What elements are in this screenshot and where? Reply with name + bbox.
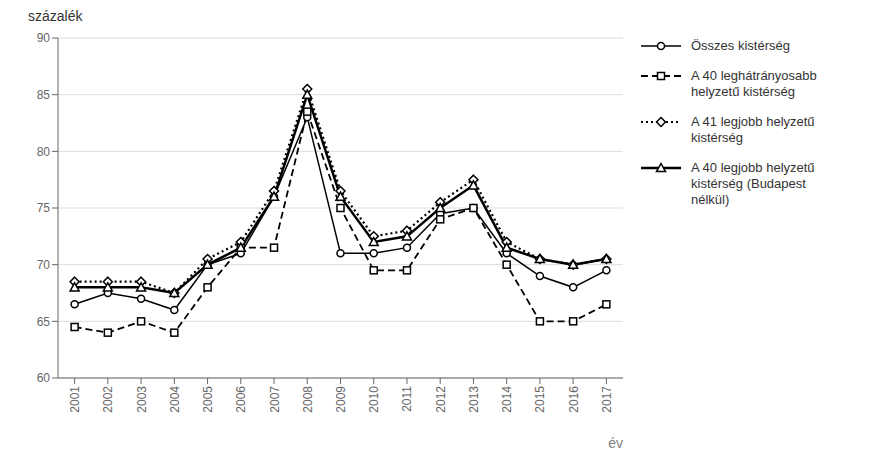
html-text:A 40 legjobb helyzetű kistérsé: A 40 legjobb helyzetű kistérség (Budapes… xyxy=(691,160,815,207)
svg-text:2014: 2014 xyxy=(500,386,514,413)
svg-text:2008: 2008 xyxy=(301,386,315,413)
svg-text:75: 75 xyxy=(37,201,51,215)
html-text:százalék: százalék xyxy=(28,8,83,24)
html-text:Összes kistérség: Összes kistérség xyxy=(691,38,790,53)
svg-text:2016: 2016 xyxy=(567,386,581,413)
svg-text:2007: 2007 xyxy=(268,386,282,413)
svg-text:85: 85 xyxy=(37,88,51,102)
html-text:A 40 leghátrányosabb helyzetű: A 40 leghátrányosabb helyzetű kistérség xyxy=(691,68,817,99)
svg-text:2011: 2011 xyxy=(400,386,414,412)
svg-text:90: 90 xyxy=(37,31,51,45)
svg-text:70: 70 xyxy=(37,258,51,272)
svg-text:2002: 2002 xyxy=(101,386,115,413)
svg-text:2017: 2017 xyxy=(600,386,614,413)
svg-text:2015: 2015 xyxy=(533,386,547,413)
svg-text:80: 80 xyxy=(37,145,51,159)
svg-text:2001: 2001 xyxy=(68,386,82,413)
svg-text:2004: 2004 xyxy=(168,386,182,413)
html-text:A 41 legjobb helyzetű kistérsé: A 41 legjobb helyzetű kistérség xyxy=(691,114,815,145)
svg-text:2012: 2012 xyxy=(434,386,448,413)
svg-text:2003: 2003 xyxy=(135,386,149,413)
svg-text:2009: 2009 xyxy=(334,386,348,413)
svg-text:2005: 2005 xyxy=(201,386,215,413)
svg-text:2013: 2013 xyxy=(467,386,481,413)
svg-text:65: 65 xyxy=(37,315,51,329)
svg-text:év: év xyxy=(608,435,623,451)
svg-text:60: 60 xyxy=(37,371,51,385)
svg-text:2006: 2006 xyxy=(234,386,248,413)
svg-text:2010: 2010 xyxy=(367,386,381,413)
